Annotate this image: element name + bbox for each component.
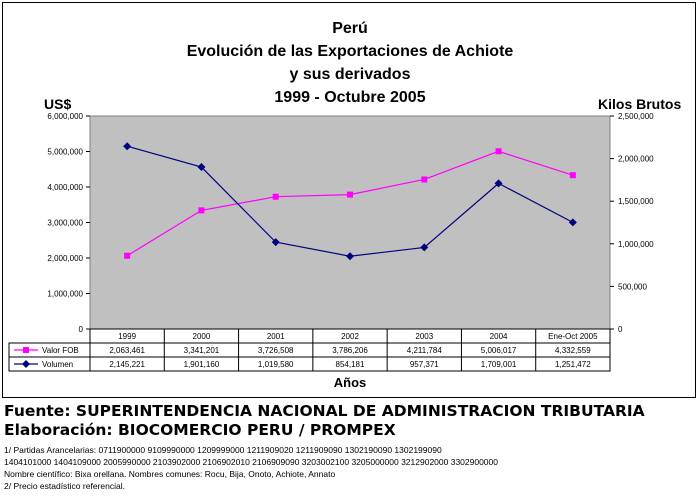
y-right-tick-label: 1,000,000 — [618, 240, 654, 249]
data-label: 2,063,461 — [109, 346, 145, 355]
legend-label: Volumen — [42, 360, 73, 369]
y-right-tick-label: 0 — [618, 325, 623, 334]
y-left-tick-label: 5,000,000 — [47, 148, 83, 157]
data-point — [271, 238, 280, 247]
footnote-line-4: 2/ Precio estadístico referencial. — [4, 481, 125, 491]
legend-marker — [23, 347, 29, 353]
data-point — [569, 172, 576, 179]
data-point — [197, 163, 206, 172]
data-label: 3,726,508 — [258, 346, 294, 355]
data-label: 3,341,201 — [184, 346, 220, 355]
y-axis-left-label: US$ — [44, 96, 72, 112]
footnote-line-1: 1/ Partidas Arancelarias: 0711900000 910… — [4, 445, 442, 455]
data-point — [272, 193, 279, 200]
data-point — [421, 176, 428, 183]
x-axis-label: Años — [333, 375, 367, 390]
legend-marker — [22, 360, 30, 368]
legend-label: Valor FOB — [42, 346, 79, 355]
chart-canvas: 0 1,000,000 2,000,000 3,000,000 4,000,000 5,0… — [8, 112, 654, 372]
data-label: 2,145,221 — [109, 360, 145, 369]
x-tick-label: 2001 — [267, 332, 285, 341]
x-tick-label: Ene-Oct 2005 — [548, 332, 598, 341]
data-label: 1,251,472 — [555, 360, 591, 369]
y-left-tick-label: 6,000,000 — [47, 112, 83, 121]
data-point — [123, 142, 132, 151]
chart-title-line-4: 1999 - Octubre 2005 — [274, 89, 426, 106]
y-right-tick-label: 2,000,000 — [618, 155, 654, 164]
data-point — [495, 148, 502, 155]
elaboration-text: Elaboración: BIOCOMERCIO PERU / PROMPEX — [4, 421, 396, 439]
data-point — [124, 252, 131, 259]
y-axis-right-label: Kilos Brutos — [598, 96, 682, 112]
chart-frame — [2, 2, 696, 398]
source-text: Fuente: SUPERINTENDENCIA NACIONAL DE ADM… — [4, 402, 645, 420]
y-left-tick-label: 2,000,000 — [47, 254, 83, 263]
data-point — [347, 191, 353, 198]
plot-area — [89, 115, 611, 330]
data-point — [494, 179, 503, 188]
data-label: 4,332,559 — [555, 346, 591, 355]
y-right-tick-label: 500,000 — [618, 282, 647, 291]
y-left-tick-label: 4,000,000 — [47, 183, 83, 192]
data-label: 1,901,160 — [184, 360, 220, 369]
data-label: 5,006,017 — [481, 346, 517, 355]
x-tick-label: 2003 — [415, 332, 433, 341]
y-right-tick-label: 1,500,000 — [618, 197, 654, 206]
data-label: 3,786,206 — [332, 346, 368, 355]
data-point — [346, 252, 354, 261]
data-label: 854,181 — [336, 360, 365, 369]
x-tick-label: 2004 — [490, 332, 508, 341]
footer: Fuente: SUPERINTENDENCIA NACIONAL DE ADM… — [4, 402, 696, 492]
x-tick-label: 2002 — [341, 332, 359, 341]
y-right-tick-label: 2,500,000 — [618, 112, 654, 121]
data-label: 1,709,001 — [481, 360, 517, 369]
chart-title-line-1: Perú — [332, 20, 368, 37]
data-point — [568, 218, 577, 227]
x-tick-label: 1999 — [118, 332, 136, 341]
data-label: 1,019,580 — [258, 360, 294, 369]
data-point — [198, 207, 205, 214]
chart-title-line-3: y sus derivados — [289, 66, 411, 83]
y-left-tick-label: 1,000,000 — [47, 290, 83, 299]
chart-title-line-2: Evolución de las Exportaciones de Achiot… — [186, 43, 514, 60]
footnote-line-2: 1404101000 1404109000 2005990000 2103902… — [4, 457, 498, 467]
data-label: 957,371 — [410, 360, 439, 369]
data-label: 4,211,784 — [407, 346, 443, 355]
y-left-tick-label: 3,000,000 — [47, 219, 83, 228]
x-tick-label: 2000 — [193, 332, 211, 341]
data-point — [420, 243, 429, 252]
y-left-tick-label: 0 — [79, 325, 84, 334]
footnote-line-3: Nombre científico: Bixa orellana. Nombre… — [4, 469, 336, 479]
